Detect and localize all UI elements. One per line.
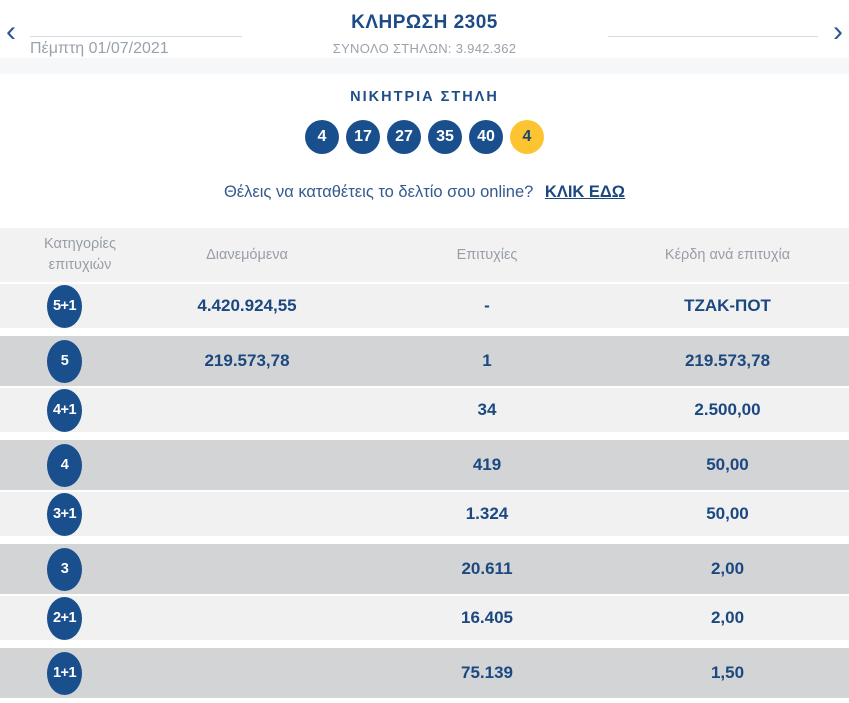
- number-ball: 4: [305, 120, 339, 154]
- winners-cell: 20.611: [461, 559, 513, 578]
- draw-date: Πέμπτη 01/07/2021: [30, 40, 169, 57]
- prize-table-header-row: Κατηγορίες επιτυχιών Διανεμόμενα Επιτυχί…: [0, 228, 849, 284]
- winning-column-label: ΝΙΚΗΤΡΙΑ ΣΤΗΛΗ: [350, 89, 499, 105]
- distributed-cell: 4.420.924,55: [197, 296, 297, 315]
- promo-text: Θέλεις να καταθέτεις το δελτίο σου onlin…: [223, 183, 534, 201]
- category-badge: 3: [47, 547, 82, 591]
- draw-header: ‹ Πέμπτη 01/07/2021 ΚΛΗΡΩΣΗ 2305 ΣΥΝΟΛΟ …: [0, 0, 849, 58]
- category-badge: 5+1: [47, 284, 82, 328]
- table-row: 3 20.611 2,00: [0, 544, 849, 596]
- category-badge: 1+1: [47, 651, 82, 695]
- total-columns-label: ΣΥΝΟΛΟ ΣΤΗΛΩΝ: 3.942.362: [332, 41, 517, 56]
- online-promo-line: Θέλεις να καταθέτεις το δελτίο σου onlin…: [0, 183, 849, 202]
- category-badge: 4+1: [47, 388, 82, 432]
- previous-draw-arrow-icon[interactable]: ‹: [6, 15, 16, 48]
- category-badge: 2+1: [47, 596, 82, 640]
- joker-number-ball: 4: [510, 120, 544, 154]
- next-draw-arrow-icon[interactable]: ›: [833, 15, 843, 48]
- category-badge: 4: [47, 443, 82, 487]
- table-row: 4 419 50,00: [0, 440, 849, 492]
- table-row: 1+1 75.139 1,50: [0, 648, 849, 700]
- column-header-payout: Κέρδη ανά επιτυχία: [664, 247, 791, 263]
- table-row: 4+1 34 2.500,00: [0, 388, 849, 440]
- number-ball: 27: [387, 120, 421, 154]
- table-row: 3+1 1.324 50,00: [0, 492, 849, 544]
- left-divider-line: [30, 36, 242, 37]
- winners-cell: 419: [472, 455, 502, 474]
- payout-cell: 50,00: [706, 504, 749, 523]
- category-badge: 5: [47, 339, 82, 383]
- winners-cell: 1: [482, 351, 492, 370]
- payout-cell: 50,00: [706, 455, 749, 474]
- header-separator-strip: [0, 58, 849, 74]
- payout-cell: ΤΖΑΚ-ΠΟΤ: [684, 296, 771, 315]
- payout-cell: 219.573,78: [684, 351, 771, 370]
- table-row: 5 219.573,78 1 219.573,78: [0, 336, 849, 388]
- column-header-categories: Κατηγορίες επιτυχιών: [44, 235, 116, 273]
- payout-cell: 1,50: [710, 663, 745, 682]
- winners-cell: 34: [477, 400, 497, 419]
- payout-cell: 2.500,00: [694, 400, 761, 419]
- number-ball: 17: [346, 120, 380, 154]
- table-row: 5+1 4.420.924,55 - ΤΖΑΚ-ΠΟΤ: [0, 284, 849, 336]
- winners-cell: 1.324: [465, 504, 509, 523]
- winners-cell: -: [484, 296, 490, 315]
- column-header-winners: Επιτυχίες: [456, 247, 518, 263]
- number-ball: 40: [469, 120, 503, 154]
- payout-cell: 2,00: [710, 608, 745, 627]
- number-ball: 35: [428, 120, 462, 154]
- draw-title: ΚΛΗΡΩΣΗ 2305: [351, 12, 498, 33]
- prize-table: Κατηγορίες επιτυχιών Διανεμόμενα Επιτυχί…: [0, 228, 849, 700]
- column-header-distributed: Διανεμόμενα: [206, 247, 288, 263]
- winning-numbers: 4 17 27 35 40 4: [0, 120, 849, 154]
- click-here-link[interactable]: ΚΛΙΚ ΕΔΩ: [544, 183, 626, 201]
- winners-cell: 16.405: [461, 608, 513, 627]
- winners-cell: 75.139: [461, 663, 513, 682]
- payout-cell: 2,00: [710, 559, 745, 578]
- category-badge: 3+1: [47, 492, 82, 536]
- distributed-cell: 219.573,78: [204, 351, 290, 370]
- table-row: 2+1 16.405 2,00: [0, 596, 849, 648]
- right-divider-line: [608, 36, 818, 37]
